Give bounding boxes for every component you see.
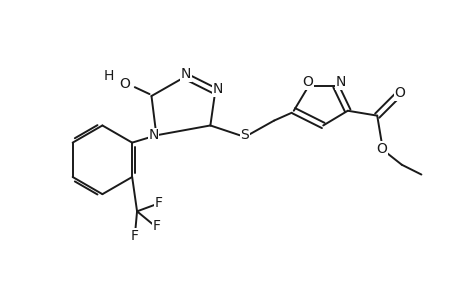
Text: O: O [393,86,404,100]
Text: N: N [335,75,345,89]
Text: H: H [104,69,114,83]
Text: O: O [119,77,130,91]
Text: F: F [152,219,160,233]
Text: F: F [131,229,139,243]
Text: N: N [213,82,223,96]
Text: F: F [154,196,162,211]
Text: S: S [240,128,249,142]
Text: O: O [302,75,312,89]
Text: O: O [376,142,387,156]
Text: N: N [180,68,190,81]
Text: N: N [148,128,158,142]
